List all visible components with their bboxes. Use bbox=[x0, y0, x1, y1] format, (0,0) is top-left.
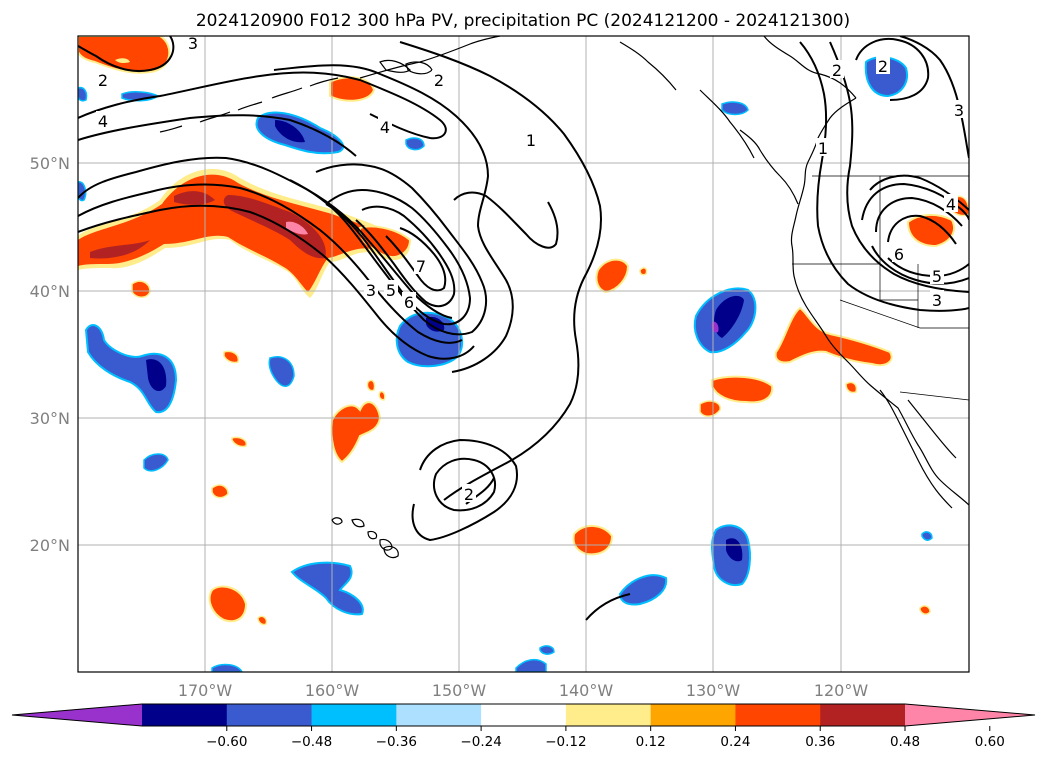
contour-label: 3 bbox=[366, 281, 376, 300]
lon-tick-label: 170°W bbox=[178, 681, 233, 700]
contour-label: 1 bbox=[818, 139, 828, 158]
lon-tick-label: 140°W bbox=[559, 681, 614, 700]
pv-contours bbox=[78, 36, 969, 621]
colorbar-extend-low bbox=[12, 704, 142, 726]
map-title: 2024120900 F012 300 hPa PV, precipitatio… bbox=[196, 11, 850, 31]
colorbar-ticks: −0.60 −0.48 −0.36 −0.24 −0.12 0.12 0.24 0.36 0.4… bbox=[206, 726, 1005, 750]
contour-label: 2 bbox=[434, 71, 444, 90]
contour-label: 2 bbox=[832, 61, 842, 80]
positive-blob-115w-45n bbox=[906, 214, 955, 248]
positive-blob-top-left bbox=[78, 36, 171, 74]
colorbar-tick-label: −0.60 bbox=[206, 734, 247, 750]
contour-label: 4 bbox=[946, 195, 956, 214]
contour-label: 5 bbox=[932, 267, 942, 286]
contour-label: 3 bbox=[954, 101, 964, 120]
colorbar-tick-label: −0.36 bbox=[376, 734, 417, 750]
colorbar-tick-label: 0.24 bbox=[720, 734, 750, 750]
colorbar-segments bbox=[11, 703, 1036, 727]
contour-label: 4 bbox=[380, 118, 390, 137]
precipitation-anomaly-fields bbox=[78, 36, 969, 672]
lon-tick-labels: 170°W 160°W 150°W 140°W 130°W 120°W bbox=[178, 681, 869, 700]
lon-tick-label: 150°W bbox=[432, 681, 487, 700]
colorbar-segment bbox=[820, 704, 906, 726]
contour-label: 3 bbox=[932, 291, 942, 310]
contour-label: 3 bbox=[188, 34, 198, 53]
contour-label: 2 bbox=[878, 57, 888, 76]
contour-label: 6 bbox=[894, 245, 904, 264]
colorbar-tick-label: 0.36 bbox=[805, 734, 835, 750]
positive-blob-158w-30n bbox=[330, 401, 382, 464]
contour-label: 5 bbox=[386, 281, 396, 300]
positive-blob-139w-41n bbox=[595, 258, 630, 294]
colorbar-extend-high bbox=[905, 704, 1035, 726]
colorbar-segment bbox=[565, 704, 652, 726]
contour-labels: 3 2 4 2 4 1 7 6 5 3 2 bbox=[96, 34, 966, 504]
gridlines bbox=[78, 36, 969, 672]
contour-label: 4 bbox=[98, 112, 108, 131]
contour-label: 6 bbox=[404, 293, 414, 312]
positive-band-california bbox=[774, 306, 893, 367]
map-frame bbox=[77, 35, 970, 673]
colorbar-segment bbox=[481, 704, 567, 726]
colorbar-tick-label: 0.12 bbox=[636, 734, 666, 750]
lon-tick-label: 120°W bbox=[814, 681, 869, 700]
colorbar-tick-label: −0.24 bbox=[460, 734, 501, 750]
colorbar-tick-label: −0.48 bbox=[291, 734, 332, 750]
contour-label: 2 bbox=[464, 485, 474, 504]
contour-label: 2 bbox=[98, 71, 108, 90]
positive-blob-160w-57n bbox=[329, 76, 376, 102]
lat-tick-label: 40°N bbox=[30, 282, 70, 301]
colorbar-tick-label: −0.12 bbox=[545, 734, 586, 750]
map-content: 3 2 4 2 4 1 7 6 5 3 2 bbox=[78, 34, 969, 672]
lat-tick-labels: 20°N 30°N 40°N 50°N bbox=[30, 154, 70, 555]
map-panel: 3 2 4 2 4 1 7 6 5 3 2 bbox=[77, 34, 970, 673]
lat-tick-label: 20°N bbox=[30, 536, 70, 555]
colorbar: −0.60 −0.48 −0.36 −0.24 −0.12 0.12 0.24 0.36 0.4… bbox=[11, 703, 1036, 750]
colorbar-tick-label: 0.60 bbox=[975, 734, 1005, 750]
positive-blob-left-mid bbox=[131, 280, 151, 298]
lat-tick-label: 50°N bbox=[30, 154, 70, 173]
colorbar-segment bbox=[226, 704, 313, 726]
contour-label: 7 bbox=[416, 257, 426, 276]
colorbar-outline bbox=[11, 703, 1036, 727]
lon-tick-label: 130°W bbox=[686, 681, 741, 700]
colorbar-segment bbox=[650, 704, 736, 726]
negative-blob-175w-33n bbox=[84, 324, 178, 414]
contour-label: 1 bbox=[526, 131, 536, 150]
lon-tick-label: 160°W bbox=[305, 681, 360, 700]
colorbar-segment bbox=[735, 704, 821, 726]
positive-blob-130w-32n bbox=[711, 375, 774, 404]
colorbar-tick-label: 0.48 bbox=[890, 734, 920, 750]
colorbar-segment bbox=[396, 704, 482, 726]
colorbar-segment bbox=[142, 704, 228, 726]
colorbar-segment bbox=[311, 704, 397, 726]
lat-tick-label: 30°N bbox=[30, 409, 70, 428]
